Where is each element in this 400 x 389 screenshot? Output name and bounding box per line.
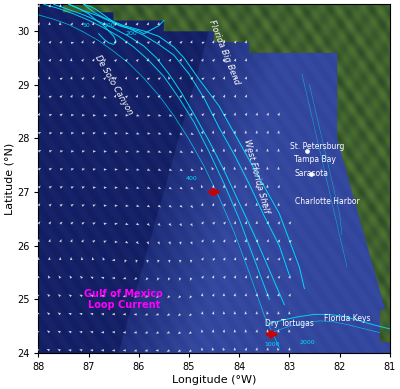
Text: Gulf of Mexico
Loop Current: Gulf of Mexico Loop Current — [84, 289, 163, 310]
Text: 400: 400 — [186, 176, 197, 181]
Text: 200: 200 — [126, 31, 137, 36]
Text: 2000: 2000 — [299, 340, 315, 345]
Text: 100: 100 — [103, 23, 114, 28]
Text: Dry Tortugas: Dry Tortugas — [265, 319, 314, 328]
Text: 1000: 1000 — [264, 342, 280, 347]
Text: St. Petersburg: St. Petersburg — [290, 142, 344, 151]
Text: West Florida Shelf: West Florida Shelf — [242, 138, 271, 214]
Y-axis label: Latitude (°N): Latitude (°N) — [4, 142, 14, 215]
Text: Florida Keys: Florida Keys — [324, 314, 370, 322]
Text: Charlotte Harbor: Charlotte Harbor — [295, 197, 359, 206]
Text: Sarasota: Sarasota — [295, 169, 329, 178]
Text: De Soto Canyon: De Soto Canyon — [93, 53, 134, 116]
X-axis label: Longitude (°W): Longitude (°W) — [172, 375, 256, 385]
Text: Florida Big Bend: Florida Big Bend — [207, 19, 241, 86]
Text: 50: 50 — [82, 23, 90, 28]
Text: Tampa Bay: Tampa Bay — [294, 155, 335, 164]
